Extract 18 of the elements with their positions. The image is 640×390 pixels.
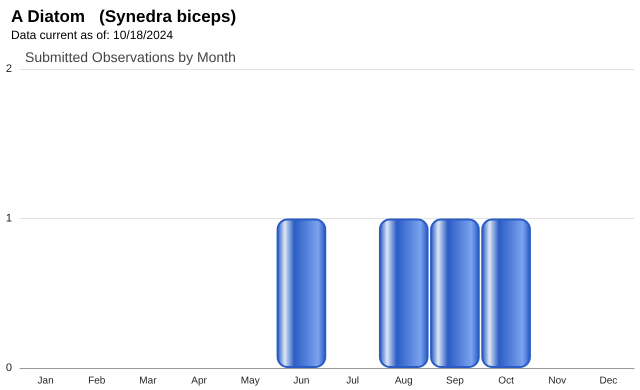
x-tick-label: Jul (346, 376, 359, 386)
x-tick-label: Jun (293, 376, 310, 386)
x-tick-label: Nov (548, 376, 566, 386)
x-tick-label: May (240, 376, 260, 386)
x-tick-label: Oct (498, 376, 514, 386)
x-tick-label: Sep (446, 376, 464, 386)
x-tick-label: Feb (88, 376, 106, 386)
chart-subtitle: Data current as of: 10/18/2024 (11, 28, 174, 42)
x-tick-label: Mar (139, 376, 158, 386)
x-tick-label: Dec (600, 376, 618, 386)
x-tick-label: Jan (38, 376, 54, 386)
y-tick-label: 1 (6, 212, 12, 224)
chart-title: A Diatom (Synedra biceps) (11, 7, 236, 26)
y-tick-label: 2 (6, 63, 12, 75)
y-tick-label: 0 (6, 362, 12, 374)
text: Submitted Observations by Month (25, 49, 236, 65)
x-tick-label: Apr (191, 376, 208, 386)
x-tick-label: Aug (394, 376, 413, 386)
